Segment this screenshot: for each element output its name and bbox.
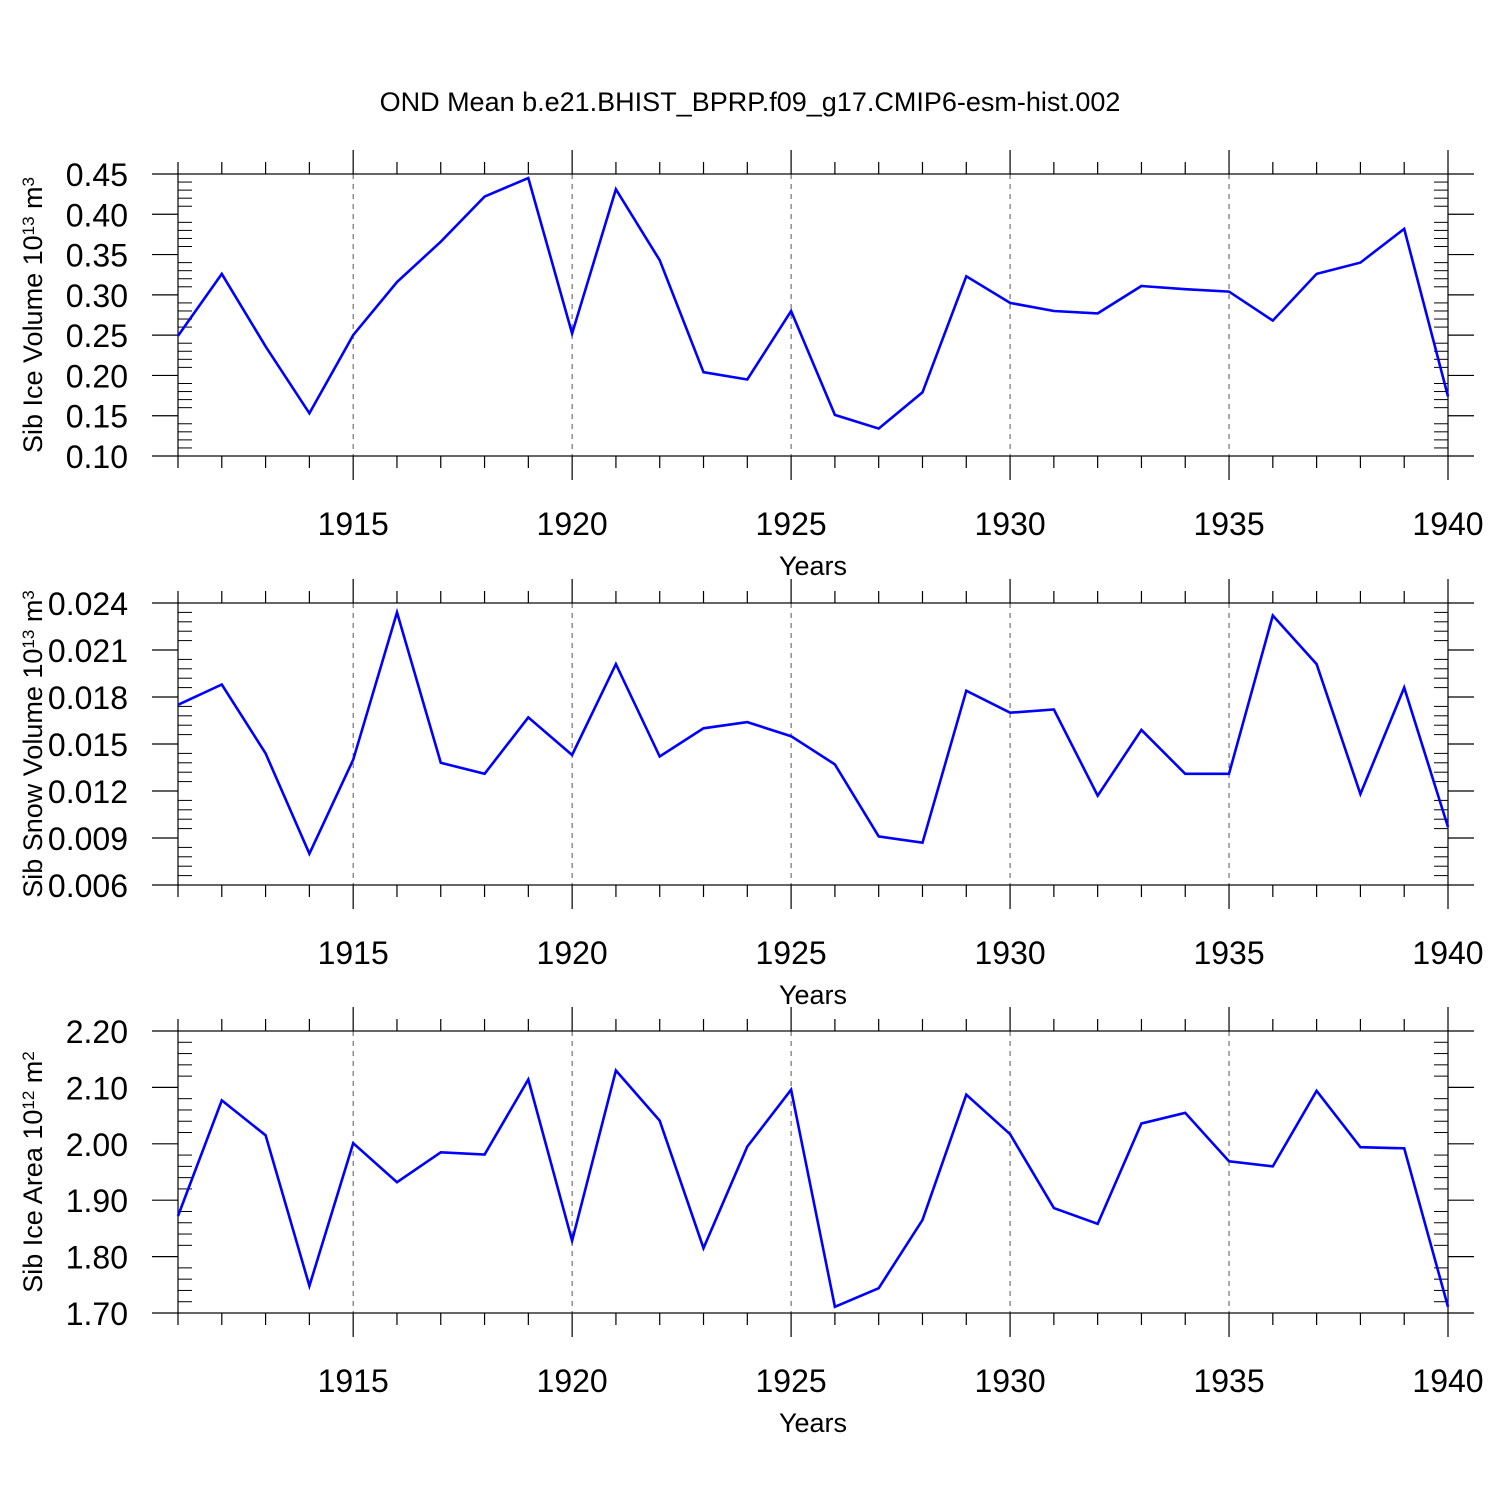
y-axis-label-exponent: 13 [19, 630, 38, 649]
x-tick-label: 1915 [318, 506, 389, 542]
y-tick-label: 1.70 [66, 1296, 128, 1332]
y-tick-label: 2.10 [66, 1070, 128, 1106]
x-tick-label: 1925 [756, 1363, 827, 1399]
x-tick-label: 1925 [756, 506, 827, 542]
y-axis-label-text: Sib Ice Volume 10 [18, 235, 48, 453]
series-line [177, 607, 1450, 857]
x-tick-label: 1935 [1193, 506, 1264, 542]
y-tick-label: 0.40 [66, 197, 128, 233]
x-axis-label: Years [779, 551, 847, 581]
y-axis-label-text: Sib Snow Volume 10 [18, 649, 48, 898]
y-tick-label: 0.009 [48, 821, 128, 857]
y-axis-label: Sib Snow Volume 1013 m3 [18, 590, 48, 898]
panel-2: 0.006 0.009 0.012 0.015 0.018 0.021 0.024 1915 1… [18, 579, 1484, 1010]
y-axis-label-exponent: 12 [19, 1091, 38, 1110]
plot-frame [177, 1030, 1449, 1314]
y-axis-label-unit: m [18, 600, 48, 630]
series-line [176, 1067, 1450, 1309]
y-tick-label: 0.15 [66, 399, 128, 435]
y-tick-label: 0.006 [48, 868, 128, 904]
x-tick-label: 1925 [756, 935, 827, 971]
x-tick-label: 1935 [1193, 935, 1264, 971]
y-axis-label-unit-exponent: 3 [19, 177, 38, 186]
y-tick-label: 0.25 [66, 318, 128, 354]
plot-frame [177, 173, 1449, 457]
y-axis-label-unit-exponent: 2 [19, 1051, 38, 1060]
y-axis-label: Sib Ice Area 1012 m2 [18, 1051, 48, 1293]
panel-3: 1.70 1.80 1.90 2.00 2.10 2.20 1915 1920 1925 1930… [18, 1007, 1484, 1438]
x-tick-label: 1920 [537, 506, 608, 542]
y-tick-label: 1.90 [66, 1183, 128, 1219]
y-tick-label: 0.012 [48, 774, 128, 810]
x-tick-label: 1930 [974, 506, 1045, 542]
y-axis-label-unit: m [18, 1061, 48, 1091]
x-tick-label: 1940 [1412, 1363, 1483, 1399]
y-axis-label-exponent: 13 [19, 216, 38, 235]
x-tick-label: 1915 [318, 1363, 389, 1399]
x-tick-label: 1920 [537, 935, 608, 971]
y-tick-label: 0.45 [66, 157, 128, 193]
plot-frame [177, 602, 1449, 886]
x-axis-label: Years [779, 1408, 847, 1438]
x-tick-label: 1915 [318, 935, 389, 971]
series-line [176, 176, 1450, 431]
y-tick-label: 0.35 [66, 238, 128, 274]
y-tick-label: 1.80 [66, 1240, 128, 1276]
x-tick-label: 1920 [537, 1363, 608, 1399]
y-axis-label-text: Sib Ice Area 10 [18, 1110, 48, 1293]
y-tick-label: 0.30 [66, 278, 128, 314]
y-axis-label: Sib Ice Volume 1013 m3 [18, 177, 48, 453]
x-tick-label: 1935 [1193, 1363, 1264, 1399]
y-tick-label: 0.018 [48, 680, 128, 716]
x-axis-label: Years [779, 980, 847, 1010]
y-tick-label: 2.00 [66, 1127, 128, 1163]
x-tick-label: 1930 [974, 935, 1045, 971]
y-tick-label: 0.015 [48, 727, 128, 763]
x-tick-label: 1940 [1412, 506, 1483, 542]
y-tick-label: 0.021 [48, 633, 128, 669]
panel-1: 0.10 0.15 0.20 0.25 0.30 0.35 0.40 0.45 1915 1920… [18, 150, 1484, 581]
y-tick-label: 2.20 [66, 1014, 128, 1050]
x-tick-label: 1930 [974, 1363, 1045, 1399]
y-axis-label-unit: m [18, 186, 48, 216]
y-tick-label: 0.024 [48, 586, 128, 622]
y-tick-label: 0.10 [66, 439, 128, 475]
x-tick-label: 1940 [1412, 935, 1483, 971]
chart-title: OND Mean b.e21.BHIST_BPRP.f09_g17.CMIP6-… [380, 87, 1121, 117]
y-tick-label: 0.20 [66, 358, 128, 394]
y-axis-label-unit-exponent: 3 [19, 590, 38, 599]
